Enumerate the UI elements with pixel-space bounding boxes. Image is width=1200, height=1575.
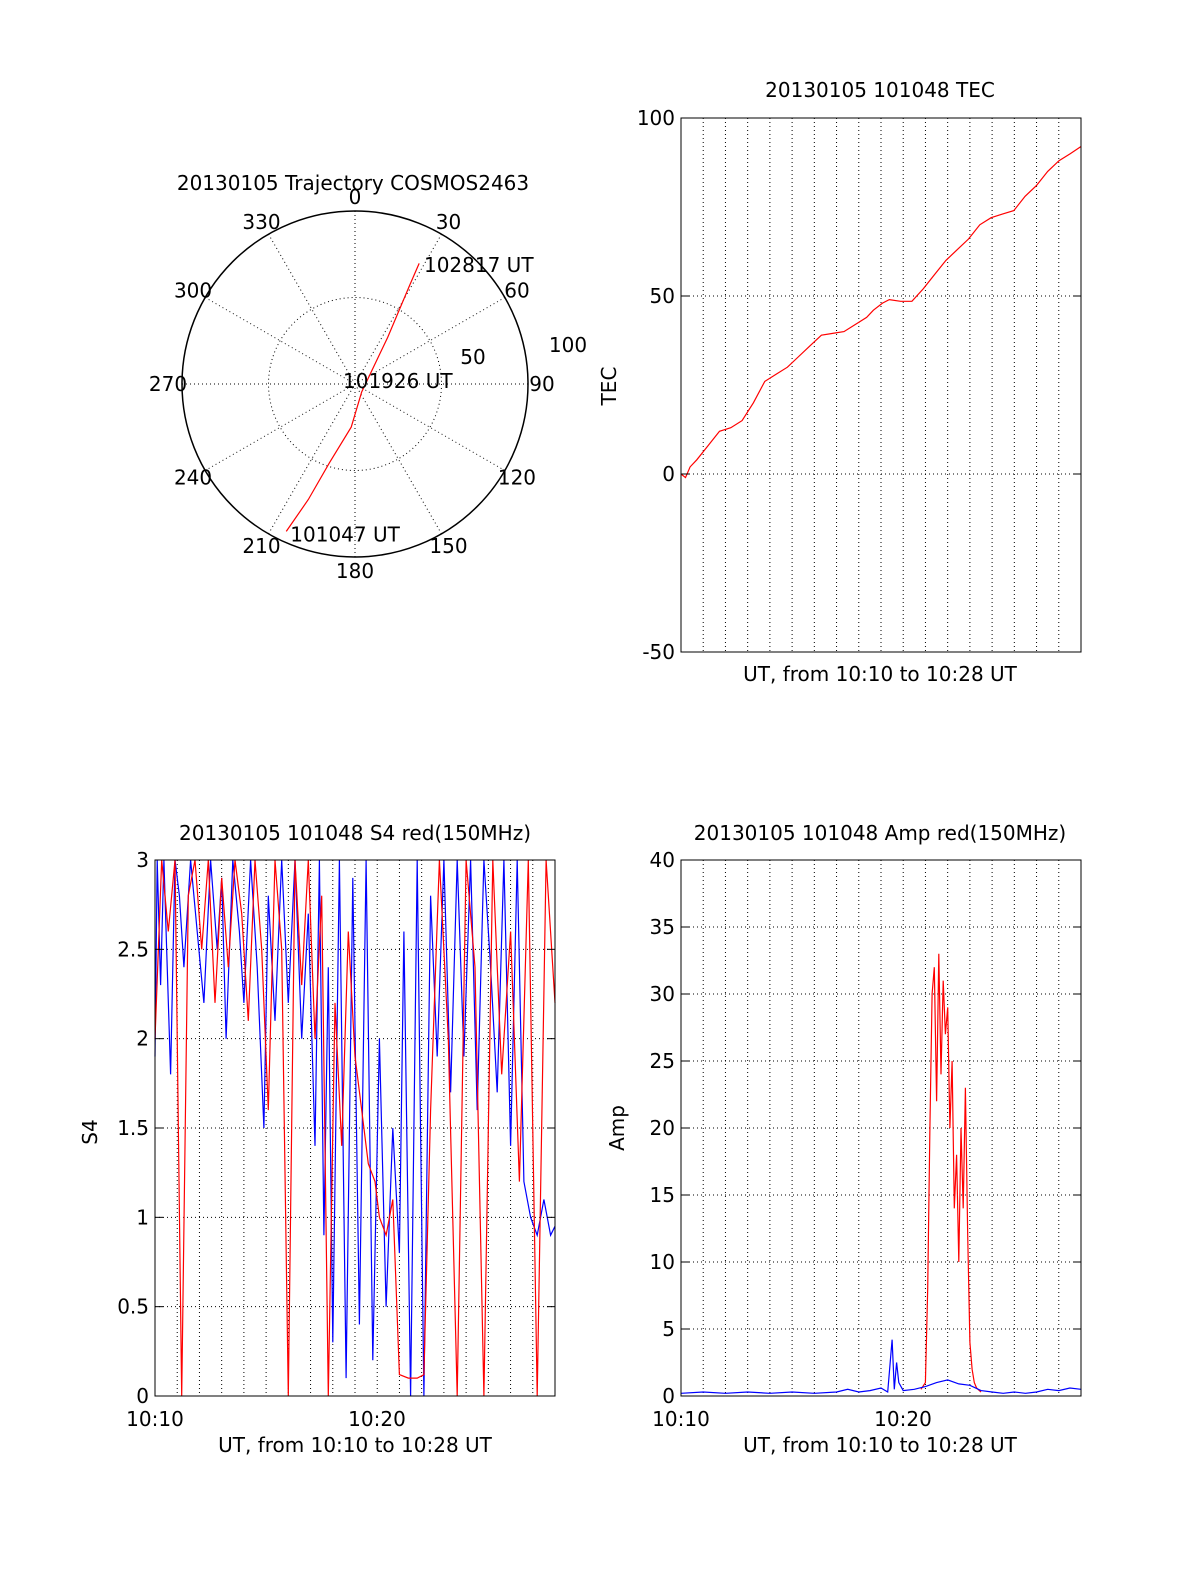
trajectory-line [285, 263, 420, 532]
tec-xlabel: UT, from 10:10 to 10:28 UT [743, 662, 1018, 686]
amp-title: 20130105 101048 Amp red(150MHz) [694, 821, 1066, 845]
amp-red-series-line [920, 953, 982, 1393]
polar-spoke [268, 233, 356, 385]
tec-plot-frame [680, 117, 1082, 653]
y-tick-label: 1 [136, 1205, 149, 1229]
polar-angle-label: 330 [242, 210, 280, 234]
polar-spoke [354, 297, 506, 385]
amp-ylabel: Amp [605, 1105, 629, 1151]
s4-xlabel: UT, from 10:10 to 10:28 UT [218, 1433, 493, 1457]
polar-spoke [354, 383, 506, 471]
s4-panel: 20130105 101048 S4 red(150MHz) 0 0.5 1 1.5 2… [78, 821, 556, 1457]
tec-panel: 20130105 101048 TEC -50 0 50 100 TEC UT, fr… [597, 78, 1082, 686]
x-tick-label: 10:20 [348, 1407, 406, 1431]
x-tick-label: 10:10 [652, 1407, 710, 1431]
polar-spoke [204, 297, 356, 385]
trajectory-end-label: 102817 UT [424, 253, 534, 277]
s4-ylabel: S4 [78, 1119, 102, 1144]
y-tick-label: 50 [650, 284, 675, 308]
y-tick-label: 40 [650, 848, 675, 872]
polar-angle-label: 210 [242, 534, 280, 558]
y-tick-label: -50 [642, 640, 675, 664]
x-tick-label: 10:10 [126, 1407, 184, 1431]
polar-spoke [204, 383, 356, 471]
polar-angle-label: 180 [336, 559, 374, 583]
y-tick-label: 1.5 [117, 1116, 149, 1140]
polar-angle-label: 60 [504, 279, 529, 303]
polar-inner-ring [268, 297, 442, 471]
y-tick-label: 20 [650, 1116, 675, 1140]
trajectory-panel: 20130105 Trajectory COSMOS2463 0 30 60 90 12… [149, 171, 587, 583]
y-tick-label: 15 [650, 1183, 675, 1207]
y-tick-label: 0 [136, 1384, 149, 1408]
y-tick-label: 2.5 [117, 937, 149, 961]
y-tick-label: 0 [662, 1384, 675, 1408]
y-tick-label: 10 [650, 1250, 675, 1274]
polar-radius-label: 100 [549, 333, 587, 357]
polar-angle-label: 90 [529, 372, 554, 396]
amp-blue-series-line [680, 1339, 1082, 1394]
polar-angle-label: 120 [498, 466, 536, 490]
polar-radius-label: 50 [460, 345, 485, 369]
polar-angle-label: 30 [436, 210, 461, 234]
polar-angle-label: 300 [174, 279, 212, 303]
polar-angle-label: 240 [174, 466, 212, 490]
s4-red-series-line [154, 859, 556, 1397]
y-tick-label: 0.5 [117, 1295, 149, 1319]
y-tick-label: 25 [650, 1049, 675, 1073]
trajectory-zenith-label: 101926 UT [343, 369, 453, 393]
polar-angle-label: 150 [429, 534, 467, 558]
polar-spoke [354, 233, 442, 385]
y-tick-label: 35 [650, 915, 675, 939]
y-tick-label: 100 [637, 106, 675, 130]
amp-xlabel: UT, from 10:10 to 10:28 UT [743, 1433, 1018, 1457]
y-tick-label: 5 [662, 1317, 675, 1341]
y-tick-label: 2 [136, 1027, 149, 1051]
tec-ylabel: TEC [597, 367, 621, 407]
y-tick-label: 0 [662, 462, 675, 486]
polar-spoke [268, 383, 356, 535]
polar-angle-label: 0 [349, 185, 362, 209]
amp-panel: 20130105 101048 Amp red(150MHz) 0 5 10 15 20… [605, 821, 1082, 1457]
polar-angle-label: 270 [149, 372, 187, 396]
trajectory-title: 20130105 Trajectory COSMOS2463 [177, 171, 529, 195]
y-tick-label: 30 [650, 982, 675, 1006]
tec-series-line [680, 146, 1082, 479]
trajectory-start-label: 101047 UT [290, 522, 400, 546]
x-tick-label: 10:20 [874, 1407, 932, 1431]
tec-title: 20130105 101048 TEC [765, 78, 995, 102]
polar-spoke [354, 383, 442, 535]
s4-blue-series-line [154, 859, 556, 1397]
y-tick-label: 3 [136, 848, 149, 872]
s4-title: 20130105 101048 S4 red(150MHz) [179, 821, 531, 845]
